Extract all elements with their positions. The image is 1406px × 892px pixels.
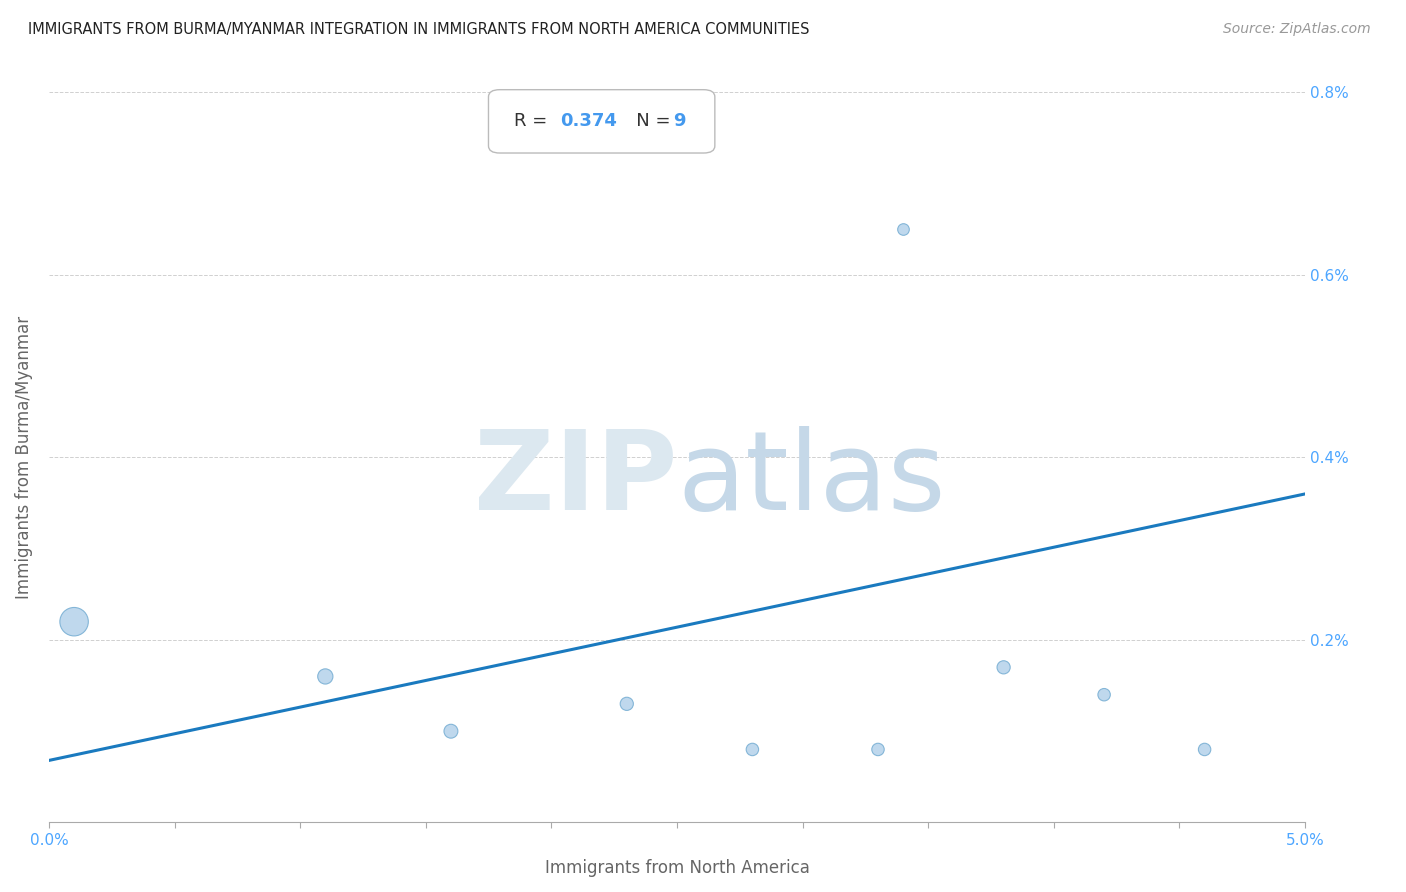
- Point: [866, 742, 889, 756]
- Point: [741, 742, 763, 756]
- Point: [616, 697, 638, 711]
- Point: [1194, 742, 1216, 756]
- Text: 9: 9: [672, 112, 685, 130]
- Text: ZIP: ZIP: [474, 425, 678, 533]
- Point: [63, 615, 86, 629]
- Point: [314, 669, 336, 683]
- Point: [993, 660, 1015, 674]
- Text: N =: N =: [619, 112, 676, 130]
- Text: atlas: atlas: [678, 425, 945, 533]
- Text: Source: ZipAtlas.com: Source: ZipAtlas.com: [1223, 22, 1371, 37]
- X-axis label: Immigrants from North America: Immigrants from North America: [544, 859, 810, 877]
- Text: R =: R =: [513, 112, 553, 130]
- Text: 0.374: 0.374: [560, 112, 617, 130]
- Y-axis label: Immigrants from Burma/Myanmar: Immigrants from Burma/Myanmar: [15, 316, 32, 599]
- Point: [440, 724, 463, 739]
- Point: [1092, 688, 1115, 702]
- Text: IMMIGRANTS FROM BURMA/MYANMAR INTEGRATION IN IMMIGRANTS FROM NORTH AMERICA COMMU: IMMIGRANTS FROM BURMA/MYANMAR INTEGRATIO…: [28, 22, 810, 37]
- Point: [891, 222, 914, 236]
